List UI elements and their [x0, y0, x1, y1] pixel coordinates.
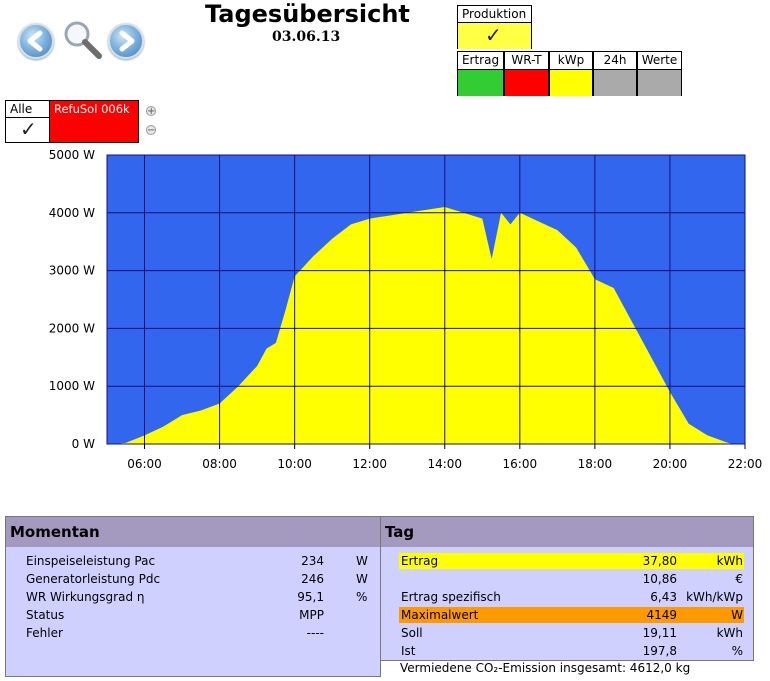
y-tick-label: 3000 W [49, 264, 95, 278]
tab-label: WR-T [511, 53, 542, 67]
tag-row: Soll 19,11 kWh [399, 625, 744, 641]
x-tick-label: 10:00 [277, 457, 312, 471]
tag-row: Ertrag spezifisch 6,43 kWh/kWp [399, 589, 744, 605]
arrow-right-icon [119, 30, 135, 52]
row-unit: kWh [716, 554, 743, 568]
row-value: 19,11 [642, 626, 677, 640]
tab-ertrag[interactable]: Ertrag [457, 51, 504, 96]
row-label: Fehler [26, 626, 63, 640]
row-value: 37,80 [642, 554, 677, 568]
y-tick-label: 0 W [72, 437, 95, 451]
inverter-toggle[interactable]: RefuSol 006k [49, 100, 139, 143]
row-value: ---- [306, 626, 324, 640]
plot-border [106, 154, 746, 445]
tab-24h[interactable]: 24h [593, 51, 637, 96]
row-value: 10,86 [642, 572, 677, 586]
co2-emission-text: Vermiedene CO₂-Emission insgesamt: 4612,… [400, 661, 691, 675]
x-tick-label: 22:00 [728, 457, 763, 471]
tab-wr-t[interactable]: WR-T [504, 51, 549, 96]
row-label: Maximalwert [401, 608, 479, 622]
momentan-panel: Momentan Einspeiseleistung Pac 234 W Genera… [5, 516, 381, 677]
checkmark-icon: ✓ [485, 23, 502, 47]
row-value: 4149 [646, 608, 677, 622]
checkmark-icon: ✓ [20, 117, 37, 141]
page-date: 03.06.13 [272, 29, 341, 45]
y-tick-label: 2000 W [49, 321, 95, 335]
tab-kwp[interactable]: kWp [549, 51, 593, 96]
collapse-minus-icon[interactable]: − [146, 125, 156, 136]
inverter-all-label: Alle [10, 102, 33, 116]
arrow-left-icon [27, 30, 43, 52]
row-unit: % [356, 590, 368, 604]
row-unit: W [356, 572, 368, 586]
tag-row: Maximalwert 4149 W [399, 607, 744, 623]
tag-row: Ist 197,8% [399, 643, 744, 659]
power-chart: 0 W 1000 W 2000 W 3000 W 4000 W 5000 W 06:00 08… [49, 150, 763, 471]
row-label: Ertrag [401, 554, 439, 568]
inverter-all-toggle[interactable]: Alle ✓ [5, 100, 50, 143]
row-value: 95,1 [297, 590, 324, 604]
momentan-row: Einspeiseleistung Pac 234 W [6, 553, 376, 569]
row-unit: % [731, 644, 743, 658]
row-label: Status [26, 608, 65, 622]
row-label: Ertrag spezifisch [401, 590, 501, 604]
tab-label: Werte [641, 53, 678, 67]
tab-color-swatch [505, 69, 548, 96]
row-label: Generatorleistung Pdc [26, 572, 161, 586]
row-unit: € [735, 572, 743, 586]
tag-row: Ertrag 37,80 kWh [399, 553, 744, 569]
tab-label: 24h [603, 53, 627, 67]
tab-color-swatch [550, 69, 592, 96]
row-unit: kWh/kWp [686, 590, 743, 604]
row-label: Soll [401, 626, 423, 640]
forward-button[interactable] [108, 23, 144, 59]
x-tick-label: 08:00 [202, 457, 237, 471]
x-tick-label: 14:00 [427, 457, 462, 471]
y-tick-label: 1000 W [49, 379, 95, 393]
search-button[interactable] [61, 18, 103, 60]
tab-werte[interactable]: Werte [637, 51, 682, 96]
tag-title: Tag [381, 517, 753, 547]
tab-color-swatch [458, 69, 503, 96]
row-value: MPP [299, 608, 324, 622]
row-label: WR Wirkungsgrad η [26, 590, 145, 604]
tab-color-swatch [594, 69, 636, 96]
row-label: Ist [401, 644, 416, 658]
row-unit: W [731, 608, 743, 622]
x-tick-label: 06:00 [127, 457, 162, 471]
tab-label: Ertrag [461, 53, 500, 67]
production-toggle[interactable]: Produktion ✓ [457, 5, 532, 49]
row-label: Einspeiseleistung Pac [26, 554, 156, 568]
momentan-row: Fehler ---- [6, 625, 376, 641]
x-tick-label: 20:00 [653, 457, 688, 471]
tag-row: 10,86 € [399, 571, 744, 587]
row-value: 234 [301, 554, 324, 568]
magnifier-icon [64, 21, 102, 59]
momentan-row: Status MPP [6, 607, 376, 623]
production-label: Produktion [462, 7, 527, 21]
tab-color-swatch [638, 69, 681, 96]
y-tick-label: 4000 W [49, 206, 95, 220]
expand-plus-icon[interactable]: + [146, 106, 156, 117]
momentan-row: WR Wirkungsgrad η 95,1% [6, 589, 376, 605]
tag-panel: Tag Ertrag 37,80 kWh 10,86 € Ertrag spezifisc… [380, 516, 754, 661]
production-area [113, 207, 733, 444]
x-tick-label: 12:00 [352, 457, 387, 471]
y-tick-label: 5000 W [49, 150, 95, 162]
row-value: 246 [301, 572, 324, 586]
row-value: 6,43 [650, 590, 677, 604]
production-tabs: Ertrag WR-T kWp 24h Werte [457, 51, 682, 96]
page-title: Tagesübersicht [205, 0, 410, 28]
x-tick-label: 18:00 [578, 457, 613, 471]
row-value: 197,8 [642, 644, 677, 658]
tab-label: kWp [557, 53, 585, 67]
back-button[interactable] [18, 23, 54, 59]
inverter-label: RefuSol 006k [54, 102, 130, 116]
x-tick-label: 16:00 [503, 457, 538, 471]
row-unit: kWh [716, 626, 743, 640]
momentan-title: Momentan [6, 517, 380, 547]
momentan-row: Generatorleistung Pdc 246 W [6, 571, 376, 587]
row-unit: W [356, 554, 368, 568]
